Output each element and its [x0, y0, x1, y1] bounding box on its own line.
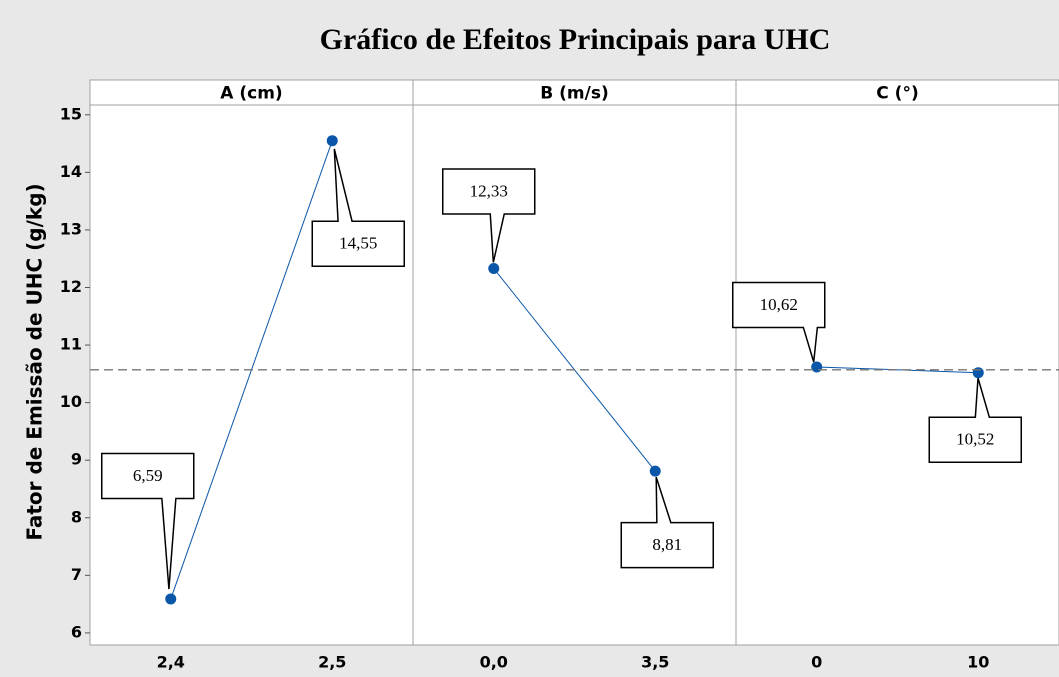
x-tick-label: 0,0 — [480, 653, 508, 672]
y-tick-label: 13 — [60, 219, 82, 238]
data-point — [165, 593, 177, 605]
y-tick-label: 11 — [60, 335, 82, 354]
data-label: 8,81 — [652, 535, 682, 554]
plot-area — [89, 79, 1059, 646]
x-tick-label: 3,5 — [641, 653, 669, 672]
x-tick-label: 2,4 — [157, 653, 185, 672]
data-point — [488, 262, 500, 274]
callout — [620, 476, 714, 569]
x-tick-label: 10 — [967, 653, 989, 672]
callout — [732, 281, 826, 363]
y-tick-label: 9 — [71, 450, 82, 469]
data-point — [326, 135, 338, 147]
y-axis-label: Fator de Emissão de UHC (g/kg) — [23, 183, 47, 540]
data-point — [811, 361, 823, 373]
x-tick-label: 2,5 — [318, 653, 346, 672]
callout — [928, 377, 1022, 463]
data-label: 6,59 — [133, 466, 163, 485]
y-tick-label: 6 — [71, 622, 82, 641]
y-tick-label: 10 — [60, 392, 82, 411]
data-label: 10,62 — [760, 295, 798, 314]
data-point — [649, 465, 661, 477]
y-tick-label: 8 — [71, 507, 82, 526]
data-label: 14,55 — [339, 234, 377, 253]
y-tick-label: 7 — [71, 565, 82, 584]
y-tick-label: 14 — [60, 162, 82, 181]
y-tick-label: 15 — [60, 104, 82, 123]
data-point — [972, 367, 984, 379]
x-tick-label: 0 — [811, 653, 822, 672]
data-label: 12,33 — [470, 181, 508, 200]
effect-line — [816, 366, 979, 374]
panel-title: A (cm) — [220, 84, 282, 104]
data-label: 10,52 — [956, 430, 994, 449]
panel-title: C (°) — [876, 84, 918, 104]
chart-title: Gráfico de Efeitos Principais para UHC — [320, 23, 831, 56]
callout — [101, 452, 195, 590]
y-tick-label: 12 — [60, 277, 82, 296]
panel-title: B (m/s) — [540, 84, 608, 104]
callout — [311, 148, 405, 267]
callout — [442, 168, 536, 263]
